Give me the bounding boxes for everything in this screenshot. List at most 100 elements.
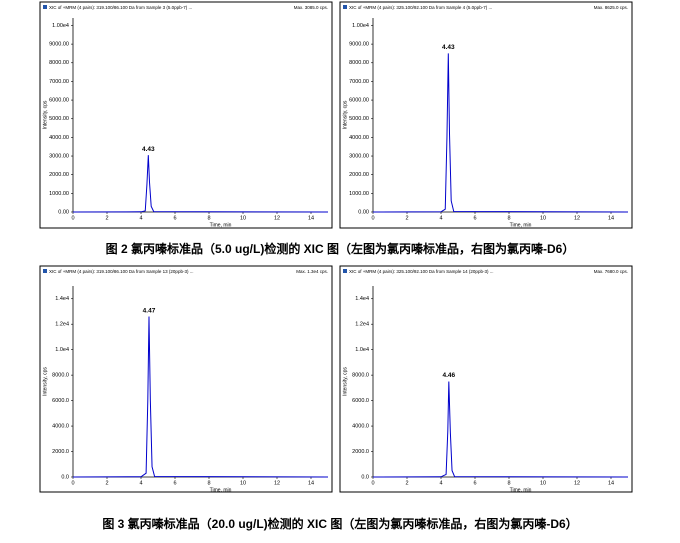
chart-frame — [339, 265, 633, 493]
x-tick-label: 4 — [439, 215, 442, 221]
y-tick-label: 0.0 — [361, 474, 369, 480]
max-label: Max. 1.3e4 cps. — [296, 269, 328, 274]
y-tick-label: 2000.00 — [349, 172, 369, 178]
x-tick-label: 6 — [473, 215, 476, 221]
y-tick-label: 4000.0 — [52, 424, 69, 430]
y-tick-label: 1000.00 — [349, 191, 369, 197]
x-tick-label: 12 — [574, 215, 580, 221]
max-label: Max. 7680.0 cps. — [594, 269, 628, 274]
y-tick-label: 1.4e4 — [355, 296, 369, 302]
y-tick-label: 5000.00 — [49, 116, 69, 122]
x-tick-label: 0 — [371, 480, 374, 486]
chart-frame — [39, 1, 333, 229]
y-tick-label: 4000.00 — [349, 135, 369, 141]
x-tick-label: 12 — [274, 215, 280, 221]
chart-header: XIC of +MRM (4 pairs): 319.100/86.100 Da… — [49, 5, 192, 10]
y-axis-label: Intensity, cps — [42, 367, 48, 396]
chart-frame — [339, 1, 633, 229]
x-tick-label: 10 — [240, 480, 246, 486]
header-icon — [43, 5, 47, 9]
x-tick-label: 14 — [608, 480, 614, 486]
x-axis-label: Time, min — [210, 487, 232, 493]
x-tick-label: 8 — [507, 480, 510, 486]
x-tick-label: 4 — [139, 480, 142, 486]
chart: XIC of +MRM (4 pairs): 325.100/92.100 Da… — [339, 265, 633, 493]
x-tick-label: 0 — [71, 215, 74, 221]
x-tick-label: 2 — [405, 215, 408, 221]
y-tick-label: 1.2e4 — [55, 322, 69, 328]
caption: 图 2 氯丙嗪标准品（5.0 ug/L)检测的 XIC 图（左图为氯丙嗪标准品，… — [106, 241, 575, 256]
y-tick-label: 3000.00 — [349, 153, 369, 159]
chart-header: XIC of +MRM (4 pairs): 325.100/92.100 Da… — [349, 269, 493, 274]
chart: XIC of +MRM (4 pairs): 319.100/86.100 Da… — [39, 1, 333, 229]
y-tick-label: 1.0e4 — [55, 347, 69, 353]
header-icon — [343, 269, 347, 273]
y-tick-label: 9000.00 — [49, 42, 69, 48]
chromatogram-line — [372, 53, 629, 213]
x-tick-label: 6 — [173, 215, 176, 221]
y-tick-label: 6000.00 — [49, 98, 69, 104]
peak-label: 4.43 — [442, 44, 455, 51]
y-tick-label: 4000.00 — [49, 135, 69, 141]
x-axis-label: Time, min — [510, 487, 532, 493]
y-tick-label: 2000.0 — [52, 449, 69, 455]
x-tick-label: 6 — [473, 480, 476, 486]
y-tick-label: 0.00 — [358, 209, 369, 215]
x-tick-label: 12 — [574, 480, 580, 486]
chromatogram-line — [72, 155, 329, 213]
x-tick-label: 0 — [371, 215, 374, 221]
y-tick-label: 6000.0 — [352, 398, 369, 404]
x-tick-label: 10 — [540, 480, 546, 486]
chart-header: XIC of +MRM (4 pairs): 319.100/86.100 Da… — [49, 269, 193, 274]
x-tick-label: 4 — [139, 215, 142, 221]
x-tick-label: 6 — [173, 480, 176, 486]
y-axis-label: Intensity, cps — [42, 100, 48, 129]
peak-label: 4.46 — [442, 372, 455, 379]
y-tick-label: 1.00e4 — [52, 23, 69, 29]
y-tick-label: 8000.00 — [349, 60, 369, 66]
x-tick-label: 10 — [240, 215, 246, 221]
y-tick-label: 2000.0 — [352, 449, 369, 455]
y-tick-label: 1.0e4 — [355, 347, 369, 353]
y-tick-label: 4000.0 — [352, 424, 369, 430]
x-tick-label: 10 — [540, 215, 546, 221]
chromatogram-line — [372, 381, 629, 478]
x-tick-label: 2 — [405, 480, 408, 486]
y-axis-label: Intensity, cps — [342, 100, 348, 129]
x-tick-label: 12 — [274, 480, 280, 486]
chart-header: XIC of +MRM (4 pairs): 325.100/92.100 Da… — [349, 5, 492, 10]
y-tick-label: 0.0 — [61, 474, 69, 480]
x-tick-label: 0 — [71, 480, 74, 486]
x-tick-label: 8 — [207, 480, 210, 486]
x-axis-label: Time, min — [210, 222, 232, 228]
y-tick-label: 5000.00 — [349, 116, 369, 122]
caption: 图 3 氯丙嗪标准品（20.0 ug/L)检测的 XIC 图（左图为氯丙嗪标准品… — [102, 516, 577, 531]
y-tick-label: 8000.0 — [52, 373, 69, 379]
x-axis-label: Time, min — [510, 222, 532, 228]
y-axis-label: Intensity, cps — [342, 367, 348, 396]
x-tick-label: 14 — [608, 215, 614, 221]
y-tick-label: 1000.00 — [49, 191, 69, 197]
y-tick-label: 0.00 — [58, 209, 69, 215]
peak-label: 4.43 — [142, 146, 155, 153]
x-tick-label: 4 — [439, 480, 442, 486]
max-label: Max. 8625.0 cps. — [594, 5, 628, 10]
y-tick-label: 3000.00 — [49, 153, 69, 159]
y-tick-label: 6000.0 — [52, 398, 69, 404]
y-tick-label: 1.2e4 — [355, 322, 369, 328]
max-label: Max. 3085.0 cps. — [294, 5, 328, 10]
chromatogram-line — [72, 316, 329, 478]
x-tick-label: 8 — [507, 215, 510, 221]
y-tick-label: 9000.00 — [349, 42, 369, 48]
chart-frame — [39, 265, 333, 493]
header-icon — [43, 269, 47, 273]
y-tick-label: 8000.00 — [49, 60, 69, 66]
y-tick-label: 7000.00 — [49, 79, 69, 85]
y-tick-label: 6000.00 — [349, 98, 369, 104]
x-tick-label: 2 — [105, 480, 108, 486]
x-tick-label: 8 — [207, 215, 210, 221]
peak-label: 4.47 — [143, 307, 156, 314]
y-tick-label: 2000.00 — [49, 172, 69, 178]
x-tick-label: 14 — [308, 480, 314, 486]
